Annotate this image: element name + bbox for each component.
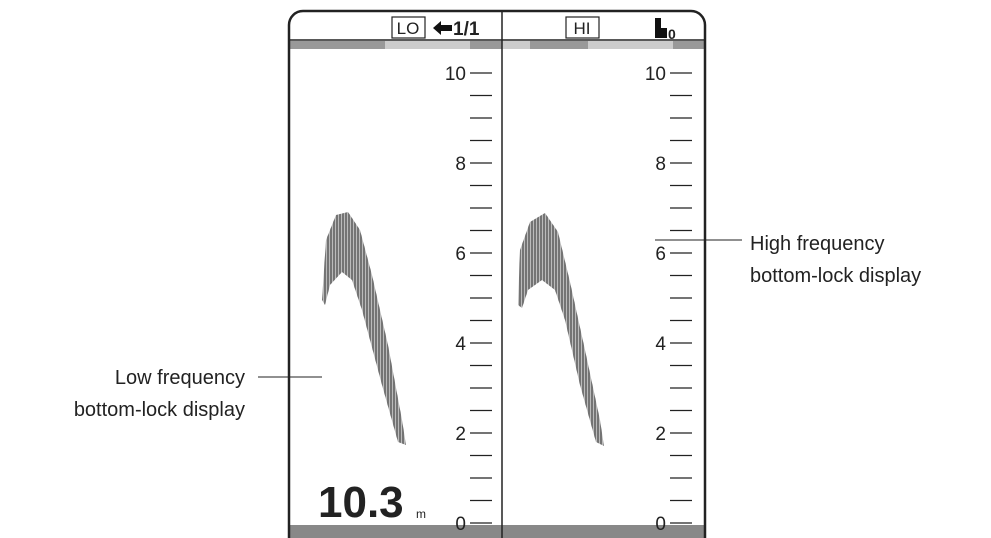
- callout-text: bottom-lock display: [750, 265, 921, 287]
- scale-label: 6: [655, 244, 666, 265]
- scale-label: 2: [655, 424, 666, 445]
- status-bar: [502, 41, 530, 49]
- scale-label: 4: [455, 334, 466, 355]
- lo-label: LO: [397, 19, 420, 38]
- callout-text: High frequency: [750, 233, 885, 255]
- scale-label: 10: [445, 64, 466, 85]
- depth-value: 10.3: [318, 478, 404, 527]
- range: 1/1: [453, 19, 480, 40]
- scale-label: 6: [455, 244, 466, 265]
- scale-label: 8: [655, 154, 666, 175]
- status-bar: [588, 41, 673, 49]
- callout-text: Low frequency: [115, 367, 245, 389]
- status-bar: [290, 41, 385, 49]
- status-bar: [470, 41, 502, 49]
- display: [289, 11, 705, 538]
- status-bar: [673, 41, 705, 49]
- scale-label: 2: [455, 424, 466, 445]
- scale-label: 8: [455, 154, 466, 175]
- scale-label: 10: [645, 64, 666, 85]
- depth-unit: m: [416, 507, 426, 521]
- hi-label: HI: [574, 19, 591, 38]
- shift: 0: [668, 26, 676, 42]
- scale-label: 4: [655, 334, 666, 355]
- status-bar: [385, 41, 470, 49]
- figure: LO 1/1 HI 0 10.3 m Low frequency bottom-…: [0, 0, 991, 538]
- scale-label: 0: [655, 514, 666, 535]
- callout-text: bottom-lock display: [74, 399, 245, 421]
- status-bar: [530, 41, 588, 49]
- scale-label: 0: [455, 514, 466, 535]
